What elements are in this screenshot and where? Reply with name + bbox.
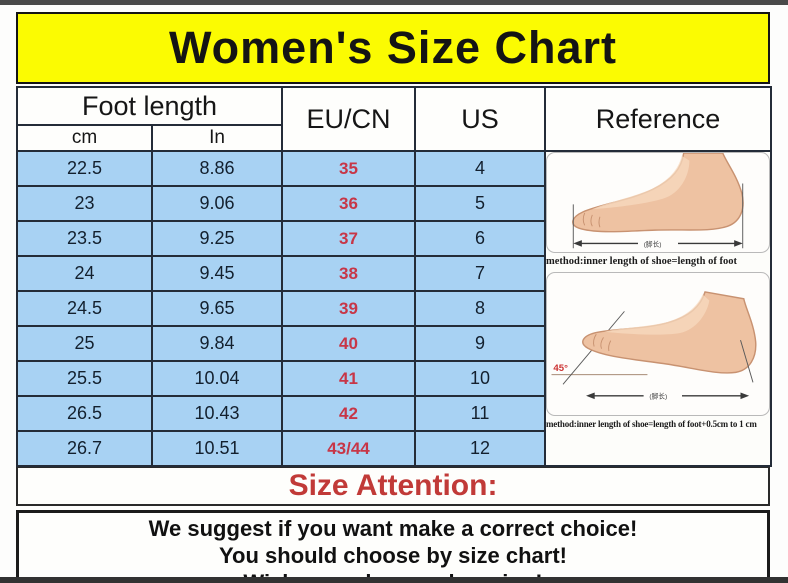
table-row: 23.5 9.25 37 6 (16, 220, 771, 257)
page-title: Women's Size Chart (169, 22, 617, 73)
table-row: 22.5 8.86 35 4 (16, 150, 772, 467)
cell-cm: 24.5 (16, 290, 153, 327)
cell-eu: 36 (281, 185, 416, 222)
heel-guide-line-2 (740, 340, 754, 383)
cell-eu: 35 (281, 150, 416, 187)
cell-cm: 26.5 (16, 395, 153, 432)
cell-in: 10.51 (151, 430, 283, 467)
cell-eu: 41 (281, 360, 416, 397)
figure-1-caption: method:inner length of shoe=length of fo… (546, 256, 737, 267)
cell-us: 10 (414, 360, 546, 397)
cell-cm: 25 (16, 325, 153, 362)
table-row: 24 9.45 38 7 (16, 255, 771, 292)
foot-side-view-illustration-2: 45° (脚长) (551, 291, 757, 401)
cell-in: 9.45 (151, 255, 283, 292)
table-row: 26.5 10.43 42 11 (16, 395, 771, 432)
cell-eu: 42 (281, 395, 416, 432)
column-header-foot-length: Foot length (16, 86, 283, 126)
cell-cm: 23 (16, 185, 153, 222)
cell-us: 8 (414, 290, 546, 327)
suggestion-line-2: You should choose by size chart! (219, 543, 567, 568)
cell-us: 4 (414, 150, 546, 187)
cell-in: 8.86 (151, 150, 283, 187)
cell-us: 5 (414, 185, 546, 222)
column-header-us: US (414, 86, 546, 152)
size-table: Foot length EU/CN US Reference cm In 22.… (16, 86, 772, 467)
foot-length-arrow-label-2: (脚长) (649, 392, 667, 401)
table-row: 26.7 10.51 43/44 12 (16, 430, 771, 467)
bottom-edge-strip (0, 577, 788, 583)
figure-2-caption: method:inner length of shoe=length of fo… (546, 419, 757, 429)
suggestion-line-1: We suggest if you want make a correct ch… (148, 516, 638, 541)
content: Women's Size Chart Foot length EU/CN US … (16, 12, 772, 583)
header-row-2: cm In (16, 124, 771, 152)
foot-side-view-illustration-1: (脚长) (572, 153, 744, 248)
cell-eu: 37 (281, 220, 416, 257)
table-row: 23 9.06 36 5 (16, 185, 771, 222)
column-header-eu-cn: EU/CN (281, 86, 416, 152)
cell-cm: 22.5 (16, 150, 153, 187)
cell-us: 7 (414, 255, 546, 292)
cell-eu: 43/44 (281, 430, 416, 467)
cell-in: 9.06 (151, 185, 283, 222)
reference-cell: (脚长) method:inner length of shoe=length … (544, 150, 772, 467)
column-header-in: In (151, 124, 283, 152)
table-row: 25 9.84 40 9 (16, 325, 771, 362)
foot-measure-figure-1: (脚长) (546, 152, 770, 253)
cell-in: 10.04 (151, 360, 283, 397)
header-row-1: Foot length EU/CN US Reference (16, 86, 772, 152)
cell-in: 10.43 (151, 395, 283, 432)
size-attention-heading: Size Attention: (288, 469, 498, 502)
cell-cm: 25.5 (16, 360, 153, 397)
top-edge-strip (0, 0, 788, 5)
foot-measure-figure-2: 45° (脚长) (546, 272, 770, 416)
cell-cm: 26.7 (16, 430, 153, 467)
column-header-cm: cm (16, 124, 153, 152)
cell-in: 9.65 (151, 290, 283, 327)
cell-in: 9.84 (151, 325, 283, 362)
cell-us: 12 (414, 430, 546, 467)
cell-cm: 24 (16, 255, 153, 292)
foot-length-arrow-label: (脚长) (644, 239, 662, 248)
size-attention-banner: Size Attention: (16, 467, 770, 506)
cell-eu: 40 (281, 325, 416, 362)
cell-in: 9.25 (151, 220, 283, 257)
title-banner: Women's Size Chart (16, 12, 770, 84)
cell-us: 11 (414, 395, 546, 432)
cell-cm: 23.5 (16, 220, 153, 257)
cell-us: 9 (414, 325, 546, 362)
angle-45-label: 45° (553, 363, 568, 374)
table-row: 25.5 10.04 41 10 (16, 360, 771, 397)
cell-eu: 39 (281, 290, 416, 327)
suggestion-box: We suggest if you want make a correct ch… (16, 510, 770, 583)
column-header-reference: Reference (544, 86, 772, 152)
cell-eu: 38 (281, 255, 416, 292)
cell-us: 6 (414, 220, 546, 257)
table-row: 24.5 9.65 39 8 (16, 290, 771, 327)
